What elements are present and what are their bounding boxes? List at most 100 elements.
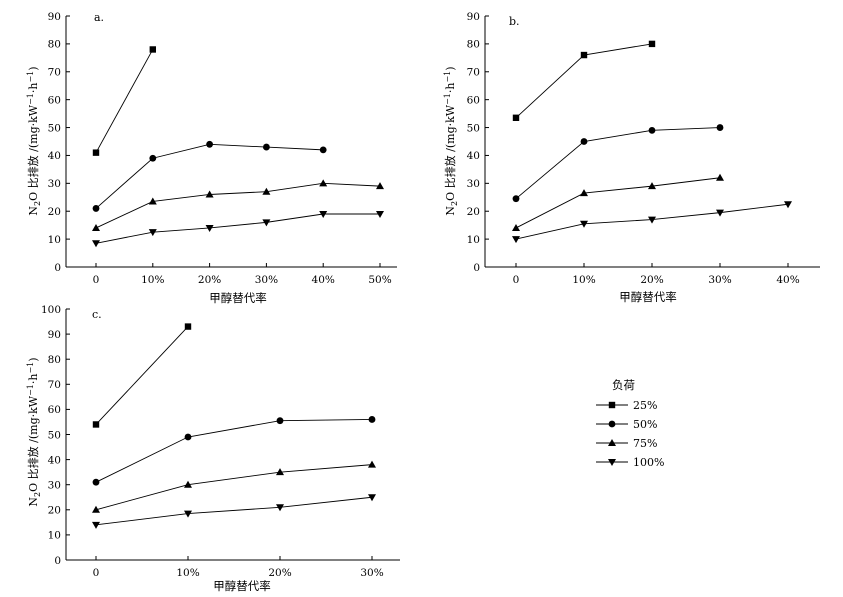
- data-point-100%: [512, 236, 520, 244]
- x-tick-label: 20%: [268, 567, 291, 579]
- panel-label: c.: [92, 308, 102, 321]
- series-line-75%: [95, 182, 381, 229]
- y-tick-label: 90: [48, 329, 61, 341]
- data-point-100%: [784, 201, 792, 209]
- y-tick-label: 80: [48, 354, 61, 366]
- y-tick-label: 60: [48, 94, 61, 106]
- y-tick-label: 50: [48, 122, 61, 134]
- y-tick-label: 50: [48, 429, 61, 441]
- data-point-100%: [92, 521, 100, 529]
- x-tick-label: 10%: [572, 274, 595, 286]
- data-point-25%: [648, 40, 656, 48]
- y-tick-label: 10: [467, 234, 480, 246]
- x-tick-label: 30%: [255, 274, 278, 286]
- y-tick-label: 40: [48, 454, 61, 466]
- x-tick-label: 40%: [776, 274, 799, 286]
- legend: 负荷 25% 50% 75% 100%: [596, 378, 664, 469]
- data-point-75%: [376, 182, 384, 190]
- data-point-75%: [92, 223, 100, 231]
- legend-entry: 75%: [596, 437, 657, 450]
- y-tick-label: 10: [48, 234, 61, 246]
- x-tick-label: 10%: [141, 274, 164, 286]
- y-tick-label: 70: [467, 67, 480, 79]
- panel-3: 0 10 20 30 40 50 60 70 80 90 100 0 10% 20% 30% c. 甲醇替代率 N…: [26, 304, 400, 593]
- data-point-50%: [580, 138, 588, 145]
- panel-1: 0 10 20 30 40 50 60 70 80 90 0 10% 20% 30% 40% 50% a. 甲醇替…: [26, 11, 397, 305]
- data-point-100%: [92, 240, 100, 248]
- series-line-75%: [515, 177, 721, 229]
- x-tick-label: 30%: [708, 274, 731, 286]
- panel-2: 0 10 20 30 40 50 60 70 80 90 0 10% 20% 30% 40% b. 甲醇替代率 N…: [443, 11, 820, 304]
- data-point-75%: [319, 179, 328, 187]
- y-tick-label: 70: [48, 67, 61, 79]
- y-tick-label: 30: [48, 480, 61, 492]
- y-tick-label: 80: [467, 39, 480, 51]
- x-tick-label: 20%: [640, 274, 663, 286]
- series-line-25%: [95, 326, 189, 425]
- data-point-100%: [148, 229, 157, 237]
- data-point-50%: [716, 124, 724, 131]
- data-point-75%: [262, 187, 271, 195]
- y-tick-label: 20: [467, 206, 480, 218]
- data-point-75%: [648, 182, 656, 190]
- legend-entry: 50%: [596, 418, 657, 431]
- legend-marker-50%: [608, 420, 616, 428]
- data-point-75%: [580, 189, 588, 197]
- y-tick-label: 60: [467, 94, 480, 106]
- y-tick-label: 50: [467, 122, 480, 134]
- x-tick-label: 0: [513, 274, 520, 286]
- data-point-75%: [184, 480, 192, 488]
- y-tick-label: 90: [467, 11, 480, 23]
- y-tick-label: 40: [467, 150, 480, 162]
- x-tick-label: 10%: [176, 567, 199, 579]
- y-tick-label: 60: [48, 404, 61, 416]
- data-point-25%: [149, 46, 156, 53]
- x-tick-label: 20%: [198, 274, 221, 286]
- panel-label: a.: [94, 11, 104, 24]
- data-point-50%: [512, 195, 520, 203]
- data-point-100%: [716, 209, 724, 217]
- data-point-50%: [92, 205, 100, 212]
- y-tick-label: 80: [48, 39, 61, 51]
- series-line-50%: [515, 127, 721, 200]
- y-tick-label: 0: [54, 555, 61, 567]
- legend-label: 50%: [633, 418, 657, 431]
- x-tick-label: 40%: [312, 274, 335, 286]
- data-point-100%: [368, 494, 376, 502]
- data-point-50%: [648, 126, 656, 134]
- x-axis-label: 甲醇替代率: [213, 579, 271, 593]
- data-point-75%: [92, 505, 100, 513]
- y-tick-label: 30: [467, 178, 480, 190]
- data-point-50%: [206, 140, 214, 148]
- legend-entry: 100%: [596, 456, 664, 469]
- x-tick-label: 0: [93, 567, 100, 579]
- x-axis-label: 甲醇替代率: [209, 291, 267, 305]
- legend-label: 75%: [633, 437, 657, 450]
- data-point-100%: [184, 510, 192, 518]
- panel-label: b.: [509, 15, 520, 28]
- x-axis-label: 甲醇替代率: [619, 290, 677, 304]
- data-point-100%: [262, 219, 271, 227]
- data-point-50%: [263, 143, 270, 151]
- y-tick-label: 30: [48, 178, 61, 190]
- data-point-75%: [716, 173, 724, 181]
- y-tick-label: 20: [48, 505, 61, 517]
- y-tick-label: 0: [54, 262, 61, 274]
- x-tick-label: 50%: [368, 274, 391, 286]
- data-point-100%: [580, 220, 588, 228]
- legend-marker-75%: [608, 439, 616, 446]
- legend-marker-25%: [608, 401, 616, 409]
- y-tick-label: 90: [48, 11, 61, 23]
- x-tick-label: 30%: [360, 567, 383, 579]
- y-tick-label: 10: [48, 530, 61, 542]
- data-point-75%: [205, 190, 214, 198]
- data-point-100%: [205, 224, 214, 232]
- data-point-75%: [512, 223, 520, 231]
- data-point-25%: [580, 51, 588, 59]
- legend-title: 负荷: [612, 378, 635, 392]
- y-axis-label: N2O 比排放 /(mg·kW−1·h−1): [26, 66, 42, 215]
- data-point-50%: [149, 154, 157, 162]
- data-point-50%: [276, 417, 284, 425]
- legend-marker-100%: [608, 459, 616, 466]
